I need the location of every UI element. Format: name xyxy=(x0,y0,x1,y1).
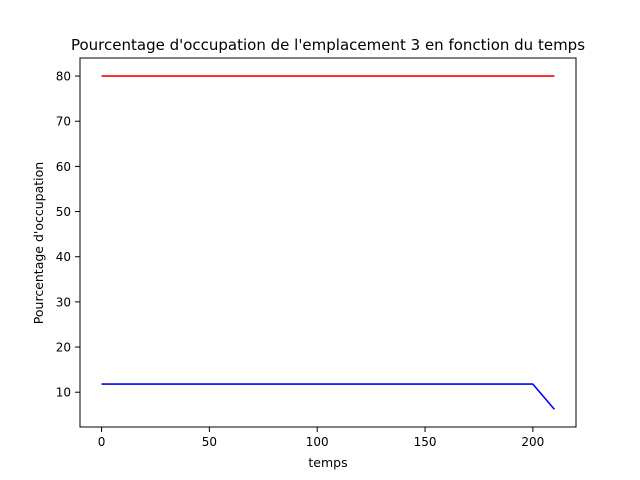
chart-title: Pourcentage d'occupation de l'emplacemen… xyxy=(71,36,585,54)
y-tick-label: 80 xyxy=(56,70,71,84)
y-tick-label: 40 xyxy=(56,250,71,264)
x-tick-label: 200 xyxy=(521,435,544,449)
x-tick-label: 50 xyxy=(202,435,217,449)
x-axis-label: temps xyxy=(308,455,347,470)
x-tick-label: 0 xyxy=(98,435,106,449)
x-tick-label: 100 xyxy=(306,435,329,449)
y-axis: 10 20 30 40 50 60 70 80 xyxy=(56,70,80,400)
series-line-2 xyxy=(101,383,556,410)
y-axis-label: Pourcentage d'occupation xyxy=(31,162,46,324)
y-tick-label: 70 xyxy=(56,115,71,129)
x-tick-label: 150 xyxy=(414,435,437,449)
series-layer xyxy=(101,75,556,410)
x-axis: 0 50 100 150 200 xyxy=(98,427,544,449)
y-tick-label: 10 xyxy=(56,386,71,400)
y-tick-label: 50 xyxy=(56,205,71,219)
plot-frame xyxy=(79,57,577,428)
y-tick-label: 60 xyxy=(56,160,71,174)
y-tick-label: 20 xyxy=(56,341,71,355)
y-tick-label: 30 xyxy=(56,295,71,309)
